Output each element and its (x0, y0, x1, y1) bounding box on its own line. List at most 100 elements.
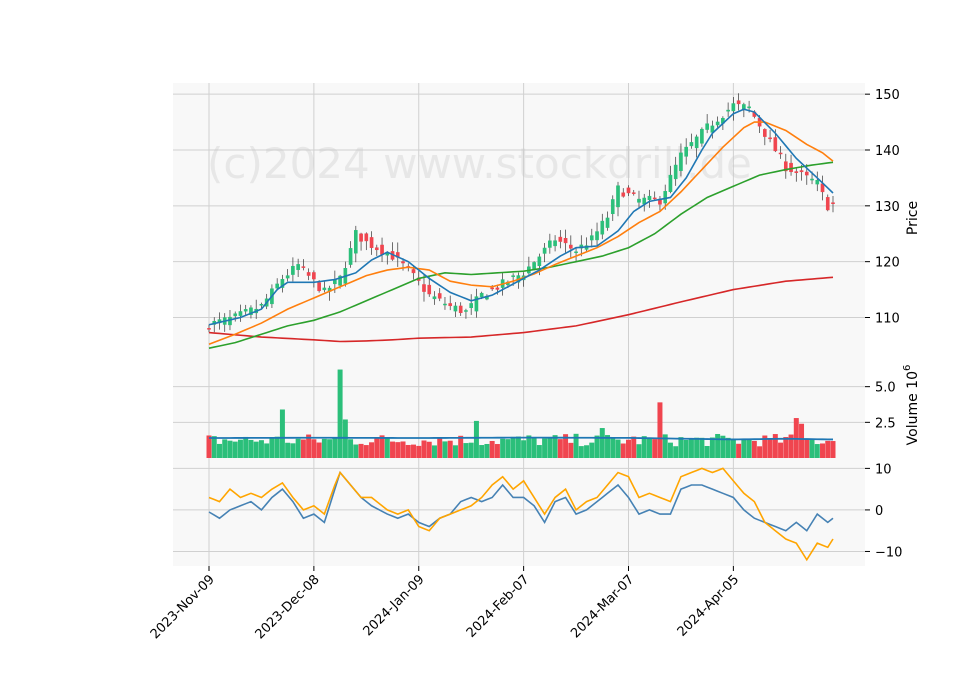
candle (574, 247, 578, 261)
candle-body (249, 307, 253, 315)
volume-bar (468, 442, 474, 458)
volume-bar (374, 438, 380, 458)
volume-bar (620, 443, 626, 458)
candle (626, 185, 631, 196)
candle-body (354, 230, 358, 254)
volume-bar (431, 445, 437, 458)
candle-body (558, 236, 563, 242)
candle-body (783, 161, 788, 172)
volume-bar (442, 441, 448, 458)
candle-body (301, 266, 306, 268)
ma-long-line (208, 161, 834, 349)
candle-body (679, 152, 683, 171)
volume-bar (353, 444, 359, 458)
candle (348, 241, 353, 268)
ma-medium-line (208, 121, 834, 346)
volume-bar (405, 444, 411, 458)
candle (542, 243, 547, 263)
volume-bar (605, 435, 611, 458)
candle (705, 114, 709, 134)
candle (443, 296, 447, 310)
x-tick-label: 2023-Nov-09 (148, 572, 218, 642)
volume-bar (248, 439, 254, 458)
oscillator-panel-bg (173, 458, 865, 566)
volume-bar (615, 439, 621, 458)
candle-body (291, 265, 295, 275)
candle (563, 229, 568, 253)
candle-body (338, 275, 342, 286)
volume-bar (730, 439, 736, 458)
candle-body (385, 253, 390, 256)
candle-body (542, 247, 547, 254)
volume-bar (253, 441, 259, 458)
candle (616, 181, 620, 217)
candle (689, 133, 694, 149)
candle (469, 294, 474, 315)
price-tick-label: 150 (875, 88, 900, 103)
candle (694, 134, 699, 158)
candle-body (532, 262, 536, 270)
volume-bar (500, 438, 506, 458)
candle-body (789, 162, 793, 173)
oscillator-line-1 (208, 470, 834, 532)
volume-bar (290, 443, 296, 458)
volume-bar (342, 419, 348, 458)
volume-bar (804, 439, 810, 458)
volume-bar (751, 440, 757, 458)
oscillator-panel (208, 467, 834, 562)
watermark: (c)2024 www.stockdrill.de (207, 139, 752, 188)
volume-bar (542, 438, 548, 458)
candle (296, 258, 300, 277)
candle (631, 189, 636, 196)
volume-bar (589, 442, 595, 458)
oscillator-line-2 (208, 467, 834, 562)
candle-body (631, 192, 636, 194)
volume-bar (552, 435, 558, 458)
volume-panel (206, 369, 836, 458)
volume-bar (337, 369, 343, 458)
volume-bar (594, 435, 600, 458)
volume-bar (243, 436, 249, 458)
volume-bar (411, 444, 416, 458)
candle (458, 302, 463, 316)
candle-body (810, 178, 814, 181)
volume-bar (384, 438, 390, 458)
candle (673, 156, 678, 186)
candle-body (296, 264, 300, 270)
volume-bar (489, 440, 495, 458)
volume-bar (494, 444, 500, 458)
candle-body (495, 287, 500, 290)
candle (422, 274, 426, 302)
volume-bar (505, 439, 511, 458)
candle-body (411, 269, 416, 274)
candle-body (359, 233, 363, 242)
volume-bar (447, 440, 453, 458)
volume-bar (610, 437, 616, 458)
candle-body (626, 187, 631, 194)
volume-bar (348, 439, 354, 458)
volume-bar (426, 441, 432, 458)
volume-bar (295, 438, 301, 458)
volume-bar (704, 446, 710, 458)
candle (715, 116, 720, 129)
candle-body (479, 292, 484, 297)
volume-bar (778, 442, 784, 458)
volume-bar (285, 442, 291, 458)
x-tick-label: 2024-Feb-07 (464, 572, 533, 641)
candle-body (511, 275, 515, 277)
candle (238, 304, 243, 322)
candle (385, 251, 390, 265)
panel-backgrounds (173, 83, 865, 566)
volume-bar (772, 434, 778, 458)
volume-bar (762, 435, 768, 458)
volume-bar (799, 423, 805, 458)
volume-bar (395, 442, 401, 458)
volume-bar (568, 442, 574, 458)
volume-bar (358, 443, 364, 458)
volume-bar (258, 440, 264, 458)
candle-body (306, 272, 311, 276)
candle (249, 305, 253, 319)
candle-body (364, 233, 369, 242)
price-axis-label: Price (905, 201, 921, 235)
